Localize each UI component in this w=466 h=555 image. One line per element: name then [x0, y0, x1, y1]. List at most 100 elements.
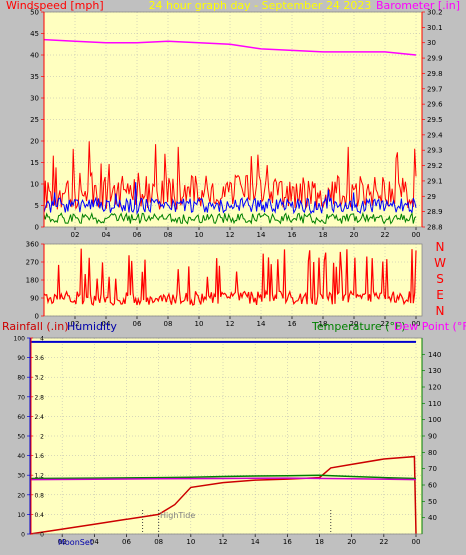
humidity-ytick-label-0: 0: [21, 532, 25, 539]
wind-ytick-label-0: 0: [35, 224, 39, 232]
baro-ytick-label-29.7: 29.7: [427, 85, 443, 93]
rain-xtick-label-06: 06: [122, 538, 131, 546]
rain-xtick-label-18: 18: [315, 538, 324, 546]
wind-xtick-label-12: 12: [226, 231, 235, 239]
baro-ytick-label-29.3: 29.3: [427, 147, 443, 155]
humidity-ytick-label-60: 60: [17, 414, 25, 421]
dir-ytick-label-0: 0: [35, 313, 39, 321]
dewpoint-legend: Dew Point (°F): [394, 320, 466, 333]
windspeed-min-series: [43, 211, 417, 225]
wind-ytick-label-35: 35: [30, 73, 39, 81]
temp-ytick-label-110: 110: [428, 400, 441, 408]
wind-xtick-label-14: 14: [257, 231, 266, 239]
direction-label-s: S: [436, 272, 444, 286]
dir-xtick-label-18: 18: [319, 320, 328, 328]
baro-ytick-label-29.1: 29.1: [427, 177, 443, 185]
baro-ytick-label-28.8: 28.8: [427, 224, 443, 232]
dir-xtick-label-10: 10: [195, 320, 204, 328]
direction-label-e: E: [436, 288, 444, 302]
rain-ytick-label-0: 0: [40, 532, 44, 539]
windspeed-gust-series: [43, 141, 417, 210]
rain-ytick-label-3.6: 3.6: [34, 355, 44, 362]
windspeed-avg-series: [43, 182, 417, 216]
dir-ytick-label-360: 360: [26, 241, 39, 249]
temp-ytick-label-80: 80: [428, 449, 437, 457]
baro-ytick-label-29.5: 29.5: [427, 116, 443, 124]
humidity-ytick-label-40: 40: [17, 453, 25, 460]
dir-ytick-label-90: 90: [30, 295, 39, 303]
dir-xtick-label-04: 04: [102, 320, 111, 328]
wind-ytick-label-5: 5: [35, 202, 39, 210]
baro-ytick-label-29.4: 29.4: [427, 131, 443, 139]
dir-xtick-label-06: 06: [133, 320, 142, 328]
dir-xtick-label-16: 16: [288, 320, 297, 328]
temp-ytick-label-50: 50: [428, 498, 437, 506]
dir-xtick-label-22: 22: [381, 320, 390, 328]
dir-xtick-label-20: 20: [350, 320, 359, 328]
rainfall-legend: Rainfall (.in): [2, 320, 69, 333]
wind-xtick-label-20: 20: [350, 231, 359, 239]
rain-xtick-label-16: 16: [283, 538, 292, 546]
rain-xtick-label-20: 20: [347, 538, 356, 546]
temperature-legend: Temperature (°F): [311, 320, 406, 333]
wind-xtick-label-08: 08: [164, 231, 173, 239]
windspeed-axis-title: Windspeed [mph]: [6, 0, 104, 12]
rain-xtick-label-22: 22: [379, 538, 388, 546]
wind-ytick-label-20: 20: [30, 138, 39, 146]
dir-xtick-label-14: 14: [257, 320, 266, 328]
wind-direction-series: [43, 248, 417, 307]
wind-ytick-label-30: 30: [30, 95, 39, 103]
hightide-annotation: HighTide: [160, 511, 195, 520]
dew-point-series: [29, 477, 417, 481]
chart-title: 24 hour graph day - September 24 2023: [149, 0, 372, 12]
humidity-ytick-label-10: 10: [17, 512, 25, 519]
rainfall-series: [29, 455, 417, 535]
baro-ytick-label-29.2: 29.2: [427, 162, 443, 170]
dir-xtick-label-02: 02: [71, 320, 80, 328]
dir-ytick-label-180: 180: [26, 277, 39, 285]
temperature-series: [29, 474, 417, 480]
rain-ytick-label-1.6: 1.6: [34, 453, 44, 460]
barometer-axis-title: Barometer [.in]: [376, 0, 460, 12]
rain-xtick-label-10: 10: [186, 538, 195, 546]
temp-ytick-label-130: 130: [428, 367, 441, 375]
rain-xtick-label-12: 12: [219, 538, 228, 546]
rain-ytick-label-0.8: 0.8: [34, 492, 44, 499]
dir-xtick-label-12: 12: [226, 320, 235, 328]
wind-xtick-label-22: 22: [381, 231, 390, 239]
wind-xtick-label-02: 02: [71, 231, 80, 239]
temp-ytick-label-60: 60: [428, 482, 437, 490]
rain-ytick-label-2.8: 2.8: [34, 394, 44, 401]
wind-xtick-label-06: 06: [133, 231, 142, 239]
rain-ytick-label-1.2: 1.2: [34, 473, 44, 480]
humidity-ytick-label-80: 80: [17, 375, 25, 382]
wind-ytick-label-15: 15: [30, 159, 39, 167]
baro-ytick-label-28.9: 28.9: [427, 208, 443, 216]
rain-xtick-label-02: 02: [58, 538, 67, 546]
temp-ytick-label-40: 40: [428, 514, 437, 522]
wind-xtick-label-16: 16: [288, 231, 297, 239]
direction-label-n-bottom: N: [436, 304, 445, 318]
humidity-ytick-label-20: 20: [17, 492, 25, 499]
humidity-ytick-label-100: 100: [14, 336, 26, 343]
dir-xtick-label-00: 00: [412, 320, 421, 328]
baro-ytick-label-30.2: 30.2: [427, 9, 443, 17]
baro-ytick-label-29.9: 29.9: [427, 55, 443, 63]
rain-xtick-label-08: 08: [154, 538, 163, 546]
dir-xtick-label-08: 08: [164, 320, 173, 328]
humidity-legend: Humidity: [67, 320, 117, 333]
rain-ytick-label-2: 2: [40, 434, 44, 441]
temp-ytick-label-140: 140: [428, 351, 441, 359]
rain-ytick-label-3.2: 3.2: [34, 375, 44, 382]
moonset-annotation: MoonSet: [58, 538, 93, 547]
baro-ytick-label-30: 30: [427, 39, 436, 47]
wind-ytick-label-25: 25: [30, 116, 39, 124]
rain-ytick-label-2.4: 2.4: [34, 414, 44, 421]
humidity-ytick-label-30: 30: [17, 473, 25, 480]
wind-ytick-label-45: 45: [30, 30, 39, 38]
wind-ytick-label-40: 40: [30, 52, 39, 60]
temp-ytick-label-100: 100: [428, 416, 441, 424]
rain-xtick-label-00: 00: [412, 538, 421, 546]
wind-ytick-label-50: 50: [30, 9, 39, 17]
